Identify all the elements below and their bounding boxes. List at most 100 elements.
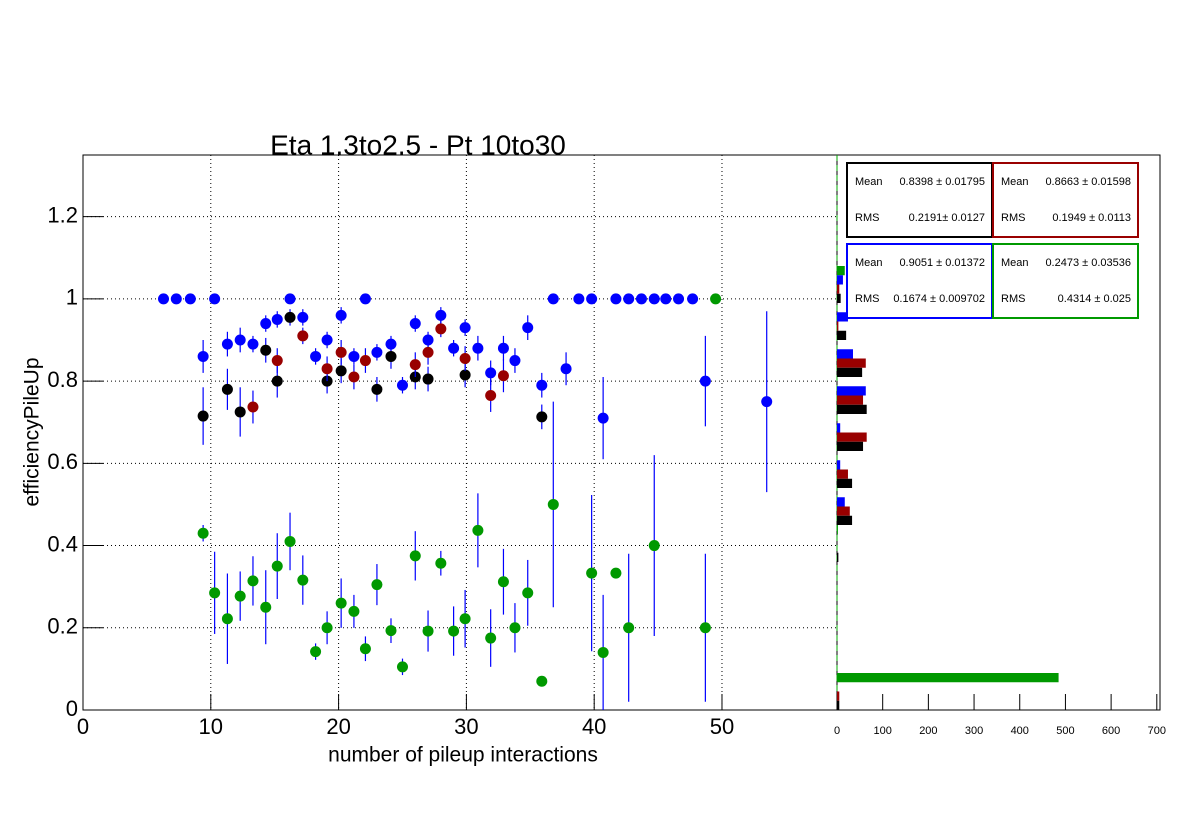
data-point <box>310 646 322 658</box>
data-point <box>610 293 622 305</box>
stats-value: 0.2473 ± 0.03536 <box>1045 257 1131 269</box>
data-point <box>348 371 360 383</box>
hist-bar <box>837 349 853 359</box>
stats-value: 0.1949 ± 0.0113 <box>1052 212 1131 224</box>
data-point <box>385 625 397 637</box>
data-point <box>710 293 722 305</box>
data-point <box>385 350 397 362</box>
data-point <box>359 355 371 367</box>
data-point <box>260 601 272 613</box>
data-point <box>522 322 534 334</box>
data-point <box>459 613 471 625</box>
data-point <box>197 350 209 362</box>
data-point <box>197 410 209 422</box>
data-point <box>297 311 309 323</box>
y-tick-label: 0.2 <box>47 614 78 639</box>
data-point <box>509 622 521 634</box>
y-tick-label: 1.2 <box>47 202 78 227</box>
data-point <box>234 334 246 346</box>
data-point <box>673 293 685 305</box>
x-tick-label: 30 <box>454 714 478 739</box>
data-point <box>335 597 347 609</box>
stats-label: RMS <box>1001 212 1025 224</box>
stats-label: Mean <box>1001 176 1029 188</box>
hist-bar <box>837 312 848 322</box>
data-point <box>221 613 233 625</box>
data-point <box>209 587 221 599</box>
data-point <box>170 293 182 305</box>
data-point <box>459 353 471 364</box>
data-point <box>623 622 635 634</box>
data-point <box>371 346 383 358</box>
hist-bar <box>837 293 841 303</box>
data-point <box>271 313 283 325</box>
stats-label: RMS <box>855 212 879 224</box>
x-tick-label: 500 <box>1056 725 1074 737</box>
data-point <box>297 574 309 586</box>
hist-bar <box>837 515 853 525</box>
x-tick-label: 400 <box>1011 725 1029 737</box>
data-point <box>485 632 497 644</box>
hist-bar <box>837 423 841 433</box>
data-point <box>271 355 283 367</box>
data-point <box>284 293 296 305</box>
hist-bar <box>837 367 863 377</box>
data-point <box>422 346 434 358</box>
data-point <box>435 557 447 569</box>
data-point <box>335 346 347 358</box>
stats-label: Mean <box>1001 257 1029 269</box>
stats-box <box>992 162 1139 238</box>
x-tick-label: 0 <box>834 725 840 737</box>
x-tick-label: 700 <box>1148 725 1166 737</box>
data-point <box>597 412 609 424</box>
data-point <box>284 535 296 547</box>
data-point <box>321 363 333 375</box>
data-point <box>422 625 434 637</box>
stats-value: 0.1674 ± 0.009702 <box>893 293 985 305</box>
data-point <box>547 498 559 510</box>
data-point <box>573 293 585 305</box>
hist-bar <box>837 460 841 470</box>
data-point <box>472 342 484 354</box>
data-point <box>435 309 447 321</box>
hist-bar <box>837 275 843 285</box>
chart-title: Eta 1.3to2.5 - Pt 10to30 <box>270 129 566 160</box>
data-point <box>409 359 421 371</box>
data-point <box>422 373 434 385</box>
data-point <box>610 567 622 579</box>
hist-bar <box>837 525 838 535</box>
data-point <box>184 293 196 305</box>
hist-bar <box>837 700 840 710</box>
data-point <box>485 390 497 401</box>
x-axis-label: number of pileup interactions <box>328 744 598 767</box>
x-tick-label: 10 <box>199 714 223 739</box>
hist-bar <box>837 358 866 368</box>
data-point <box>247 401 259 413</box>
data-point <box>536 379 548 391</box>
hist-bar <box>837 395 864 405</box>
data-point <box>459 369 471 381</box>
data-point <box>260 344 272 356</box>
data-point <box>221 338 233 350</box>
data-point <box>321 334 333 346</box>
data-point <box>359 293 371 305</box>
data-point <box>435 323 447 335</box>
stats-label: Mean <box>855 176 883 188</box>
hist-bar <box>837 330 847 340</box>
data-point <box>522 587 534 599</box>
data-point <box>371 383 383 395</box>
data-point <box>536 411 548 423</box>
data-point <box>348 350 360 362</box>
data-point <box>197 527 209 539</box>
y-tick-label: 1 <box>66 285 78 310</box>
data-point <box>586 567 598 579</box>
data-point <box>509 355 521 367</box>
y-tick-label: 0.6 <box>47 449 78 474</box>
hist-bar <box>837 386 866 396</box>
data-point <box>371 579 383 591</box>
data-point <box>310 350 322 362</box>
data-point <box>409 550 421 562</box>
x-tick-label: 300 <box>965 725 983 737</box>
stats-value: 0.2191± 0.0127 <box>909 212 985 224</box>
data-point <box>321 622 333 634</box>
